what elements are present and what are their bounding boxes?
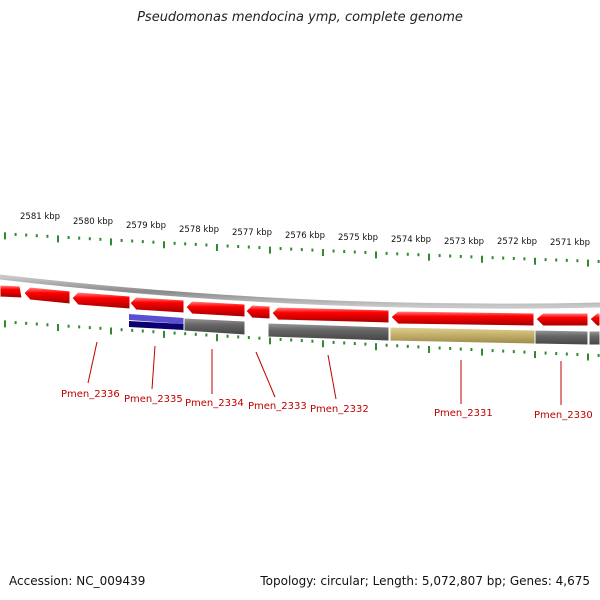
genome-stats-text: Topology: circular; Length: 5,072,807 bp… — [260, 574, 590, 588]
gene-arrow[interactable] — [271, 306, 390, 324]
gene-label[interactable]: Pmen_2332 — [310, 404, 369, 415]
gene-arrow[interactable] — [0, 284, 23, 299]
kbp-label: 2573 kbp — [444, 237, 484, 247]
forward-strand-genes — [0, 284, 600, 327]
gene-label[interactable]: Pmen_2330 — [534, 410, 593, 421]
kbp-label: 2578 kbp — [179, 225, 219, 235]
gene-arrow[interactable] — [185, 300, 246, 318]
gene-block-pmen-2335-dark[interactable] — [129, 321, 184, 330]
kbp-label: 2580 kbp — [73, 217, 113, 227]
gene-block-pmen-2335[interactable] — [129, 314, 184, 324]
kbp-label: 2577 kbp — [232, 228, 272, 238]
gene-arrow[interactable] — [23, 286, 71, 305]
gene-label[interactable]: Pmen_2334 — [185, 398, 244, 409]
kbp-label: 2574 kbp — [391, 235, 431, 245]
gene-label[interactable]: Pmen_2335 — [124, 394, 183, 405]
gene-block-pmen-2334[interactable] — [183, 317, 246, 336]
gene-label[interactable]: Pmen_2333 — [248, 401, 307, 412]
gene-label[interactable]: Pmen_2336 — [61, 389, 120, 400]
kbp-label: 2572 kbp — [497, 237, 537, 247]
gene-arrow[interactable] — [535, 312, 589, 327]
kbp-label: 2581 kbp — [20, 212, 60, 222]
gene-arrow[interactable] — [589, 312, 600, 327]
gene-block-pmen-2330[interactable] — [534, 329, 589, 346]
outer-tick-marks — [4, 232, 600, 267]
genome-backbone — [0, 274, 600, 309]
map-title: Pseudomonas mendocina ymp, complete geno… — [137, 10, 463, 25]
gene-block-pmen-2331[interactable] — [389, 326, 536, 345]
gene-label-lines — [87, 341, 562, 405]
kbp-label: 2576 kbp — [285, 231, 325, 241]
kbp-labels: 2581 kbp 2580 kbp 2579 kbp 2578 kbp 2577… — [20, 212, 590, 248]
gene-labels: Pmen_2336 Pmen_2335 Pmen_2334 Pmen_2333 … — [61, 389, 593, 421]
kbp-label: 2571 kbp — [550, 238, 590, 248]
kbp-label: 2575 kbp — [338, 233, 378, 243]
reverse-strand-genes — [129, 314, 600, 346]
gene-arrow[interactable] — [390, 310, 535, 327]
gene-arrow[interactable] — [129, 296, 185, 314]
kbp-label: 2579 kbp — [126, 221, 166, 231]
gene-block-edge[interactable] — [588, 330, 600, 346]
accession-text: Accession: NC_009439 — [9, 574, 146, 588]
inner-tick-marks — [4, 320, 600, 361]
gene-label[interactable]: Pmen_2331 — [434, 408, 493, 419]
gene-block-pmen-2332[interactable] — [267, 322, 390, 342]
gene-arrow[interactable] — [245, 304, 271, 320]
gene-arrow[interactable] — [71, 291, 131, 310]
